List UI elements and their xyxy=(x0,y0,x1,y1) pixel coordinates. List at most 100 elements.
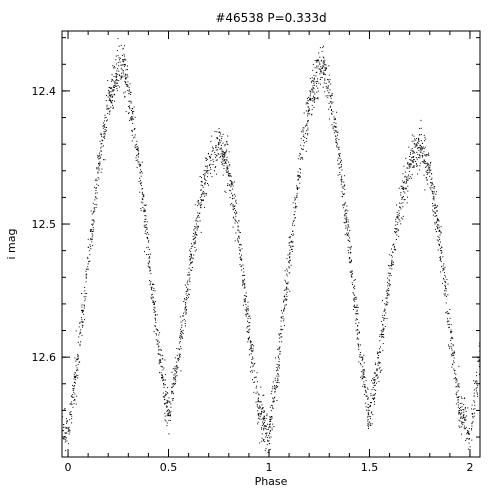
data-point xyxy=(409,176,411,178)
data-point xyxy=(392,252,394,254)
data-point xyxy=(160,376,162,378)
data-point xyxy=(339,158,341,160)
data-point xyxy=(163,383,165,385)
data-point xyxy=(149,261,151,263)
data-point xyxy=(287,281,289,283)
data-point xyxy=(195,220,197,222)
data-point xyxy=(166,425,168,427)
data-point xyxy=(395,239,397,241)
data-point xyxy=(82,309,84,311)
data-point xyxy=(430,169,432,171)
data-point xyxy=(276,375,278,377)
data-point xyxy=(428,164,430,166)
data-point xyxy=(79,331,81,333)
data-point xyxy=(382,317,384,319)
data-point xyxy=(408,170,410,172)
data-point xyxy=(104,124,106,126)
data-point xyxy=(91,233,93,235)
data-point xyxy=(415,160,417,162)
data-point xyxy=(119,59,121,61)
data-point xyxy=(466,438,468,440)
data-point xyxy=(112,107,114,109)
data-point xyxy=(329,79,331,81)
data-point xyxy=(259,442,261,444)
data-point xyxy=(114,93,116,95)
data-point xyxy=(312,91,314,93)
data-point xyxy=(190,247,192,249)
data-point xyxy=(154,307,156,309)
data-point xyxy=(478,359,480,361)
data-point xyxy=(242,281,244,283)
data-point xyxy=(252,379,254,381)
data-point xyxy=(75,374,77,376)
data-point xyxy=(245,292,247,294)
data-point xyxy=(95,190,97,192)
data-point xyxy=(160,361,162,363)
data-point xyxy=(95,206,97,208)
data-point xyxy=(113,100,115,102)
data-point xyxy=(169,415,171,417)
data-point xyxy=(294,199,296,201)
data-point xyxy=(173,374,175,376)
data-point xyxy=(335,122,337,124)
data-point xyxy=(237,241,239,243)
data-point xyxy=(210,169,212,171)
data-point xyxy=(226,165,228,167)
data-point xyxy=(133,118,135,120)
data-point xyxy=(408,163,410,165)
data-point xyxy=(290,240,292,242)
data-point xyxy=(358,345,360,347)
data-point xyxy=(122,70,124,72)
data-point xyxy=(463,414,465,416)
data-point xyxy=(191,246,193,248)
data-point xyxy=(471,429,473,431)
data-point xyxy=(283,310,285,312)
data-point xyxy=(452,344,454,346)
data-point xyxy=(367,413,369,415)
data-point xyxy=(64,408,66,410)
data-point xyxy=(402,180,404,182)
data-point xyxy=(239,249,241,251)
data-point xyxy=(444,287,446,289)
data-point xyxy=(163,386,165,388)
data-point xyxy=(289,259,291,261)
data-point xyxy=(178,357,180,359)
data-point xyxy=(413,143,415,145)
data-point xyxy=(410,149,412,151)
data-point xyxy=(224,159,226,161)
data-point xyxy=(294,217,296,219)
data-point xyxy=(155,333,157,335)
data-point xyxy=(289,290,291,292)
data-point xyxy=(430,185,432,187)
data-point xyxy=(373,379,375,381)
data-point xyxy=(400,223,402,225)
data-point xyxy=(374,401,376,403)
data-point xyxy=(275,386,277,388)
data-point xyxy=(169,414,171,416)
data-point xyxy=(158,353,160,355)
data-point xyxy=(345,218,347,220)
data-point xyxy=(423,154,425,156)
data-point xyxy=(363,381,365,383)
data-point xyxy=(358,361,360,363)
data-point xyxy=(106,108,108,110)
data-point xyxy=(372,386,374,388)
data-point xyxy=(336,137,338,139)
data-point xyxy=(346,212,348,214)
data-point xyxy=(318,52,320,54)
data-point xyxy=(451,347,453,349)
data-point xyxy=(426,179,428,181)
data-point xyxy=(244,299,246,301)
data-point xyxy=(109,100,111,102)
data-point xyxy=(369,404,371,406)
data-point xyxy=(425,138,427,140)
data-point xyxy=(183,315,185,317)
data-point xyxy=(391,259,393,261)
data-point xyxy=(139,191,141,193)
data-point xyxy=(195,232,197,234)
data-point xyxy=(428,154,430,156)
data-point xyxy=(234,205,236,207)
data-point xyxy=(211,146,213,148)
data-point xyxy=(458,419,460,421)
data-point xyxy=(411,156,413,158)
